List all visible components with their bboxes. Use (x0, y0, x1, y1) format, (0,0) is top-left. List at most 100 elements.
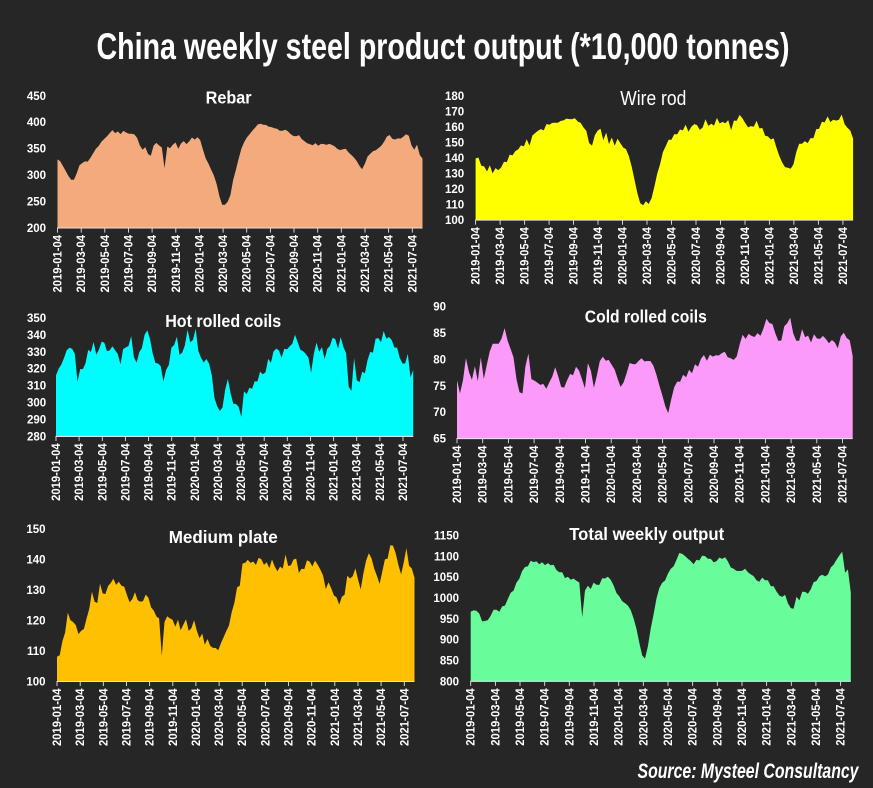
svg-text:2021-07-04: 2021-07-04 (399, 688, 411, 746)
svg-text:2019-07-04: 2019-07-04 (124, 234, 136, 292)
svg-text:2020-07-04: 2020-07-04 (265, 234, 277, 292)
svg-text:2019-07-04: 2019-07-04 (540, 688, 552, 746)
svg-text:120: 120 (445, 184, 464, 196)
svg-text:2020-09-04: 2020-09-04 (289, 234, 301, 292)
svg-text:110: 110 (27, 646, 46, 658)
svg-text:140: 140 (445, 153, 464, 165)
svg-text:2019-07-04: 2019-07-04 (529, 445, 541, 503)
svg-text:2021-07-04: 2021-07-04 (838, 227, 850, 285)
svg-text:2021-01-04: 2021-01-04 (329, 443, 341, 501)
svg-text:2021-01-04: 2021-01-04 (764, 227, 776, 285)
svg-text:Wire rod: Wire rod (620, 88, 686, 110)
svg-text:300: 300 (27, 170, 46, 182)
svg-text:2020-01-04: 2020-01-04 (191, 688, 203, 746)
svg-text:2020-09-04: 2020-09-04 (284, 688, 296, 746)
svg-text:2019-09-04: 2019-09-04 (145, 688, 157, 746)
svg-text:2021-03-04: 2021-03-04 (786, 688, 798, 746)
svg-text:900: 900 (440, 635, 459, 647)
svg-text:Rebar: Rebar (206, 87, 252, 107)
svg-text:180: 180 (445, 91, 464, 103)
svg-text:2019-01-04: 2019-01-04 (452, 445, 464, 503)
svg-text:170: 170 (445, 106, 464, 118)
svg-text:2020-03-04: 2020-03-04 (632, 445, 644, 503)
svg-text:100: 100 (445, 215, 464, 227)
svg-text:2019-03-04: 2019-03-04 (74, 443, 86, 501)
svg-text:2019-09-04: 2019-09-04 (147, 234, 159, 292)
svg-text:2021-07-04: 2021-07-04 (838, 445, 850, 503)
svg-text:2021-07-04: 2021-07-04 (407, 234, 419, 292)
svg-text:Hot rolled coils: Hot rolled coils (165, 311, 281, 331)
svg-text:2020-09-04: 2020-09-04 (709, 445, 721, 503)
svg-text:2019-05-04: 2019-05-04 (503, 445, 515, 503)
svg-text:450: 450 (27, 91, 46, 103)
svg-text:2019-11-04: 2019-11-04 (167, 443, 179, 501)
svg-text:2019-03-04: 2019-03-04 (490, 688, 502, 746)
svg-text:300: 300 (27, 398, 46, 410)
svg-text:110: 110 (446, 200, 465, 212)
svg-text:75: 75 (433, 381, 446, 393)
svg-text:1100: 1100 (434, 551, 459, 563)
svg-text:2019-01-04: 2019-01-04 (52, 688, 64, 746)
svg-text:2019-05-04: 2019-05-04 (100, 234, 112, 292)
svg-text:2019-07-04: 2019-07-04 (122, 688, 134, 746)
svg-text:1150: 1150 (434, 531, 459, 543)
svg-text:2020-05-04: 2020-05-04 (242, 234, 254, 292)
svg-text:2021-03-04: 2021-03-04 (352, 443, 364, 501)
svg-text:2020-11-04: 2020-11-04 (740, 227, 752, 285)
svg-text:China weekly steel product out: China weekly steel product output (*10,0… (97, 26, 790, 67)
svg-text:2021-05-04: 2021-05-04 (812, 445, 824, 503)
svg-text:2020-05-04: 2020-05-04 (237, 688, 249, 746)
svg-text:2020-03-04: 2020-03-04 (638, 688, 650, 746)
svg-text:320: 320 (27, 364, 46, 376)
svg-text:2020-11-04: 2020-11-04 (313, 234, 325, 292)
svg-text:2019-03-04: 2019-03-04 (478, 445, 490, 503)
svg-text:310: 310 (27, 381, 46, 393)
svg-text:130: 130 (445, 169, 464, 181)
svg-text:70: 70 (433, 407, 446, 419)
svg-text:2021-03-04: 2021-03-04 (789, 227, 801, 285)
svg-text:330: 330 (27, 347, 46, 359)
svg-text:2019-05-04: 2019-05-04 (520, 227, 532, 285)
svg-text:2020-07-04: 2020-07-04 (691, 227, 703, 285)
svg-text:120: 120 (26, 616, 45, 628)
svg-text:1050: 1050 (433, 572, 459, 584)
svg-text:2021-01-04: 2021-01-04 (330, 688, 342, 746)
svg-text:2020-05-04: 2020-05-04 (658, 445, 670, 503)
svg-text:Total weekly output: Total weekly output (569, 524, 724, 544)
svg-text:2020-07-04: 2020-07-04 (688, 688, 700, 746)
svg-text:1000: 1000 (433, 593, 459, 605)
svg-text:280: 280 (27, 431, 46, 443)
svg-text:Source: Mysteel Consultancy: Source: Mysteel Consultancy (638, 759, 860, 783)
svg-text:85: 85 (433, 328, 446, 340)
svg-text:2020-05-04: 2020-05-04 (236, 443, 248, 501)
svg-text:65: 65 (433, 434, 446, 446)
svg-text:2021-01-04: 2021-01-04 (336, 234, 348, 292)
svg-text:2021-05-04: 2021-05-04 (813, 227, 825, 285)
svg-text:90: 90 (433, 302, 446, 314)
svg-text:2019-09-04: 2019-09-04 (555, 445, 567, 503)
svg-text:800: 800 (440, 676, 459, 688)
svg-text:150: 150 (26, 524, 45, 536)
svg-text:2019-09-04: 2019-09-04 (564, 688, 576, 746)
svg-text:2019-01-04: 2019-01-04 (51, 443, 63, 501)
svg-text:2020-01-04: 2020-01-04 (606, 445, 618, 503)
svg-text:2020-11-04: 2020-11-04 (306, 443, 318, 501)
svg-text:2019-05-04: 2019-05-04 (515, 688, 527, 746)
svg-text:2020-09-04: 2020-09-04 (282, 443, 294, 501)
svg-text:2019-03-04: 2019-03-04 (495, 227, 507, 285)
svg-text:2020-11-04: 2020-11-04 (735, 445, 747, 503)
svg-text:250: 250 (27, 197, 46, 209)
svg-text:2019-11-04: 2019-11-04 (581, 445, 593, 503)
svg-text:2021-05-04: 2021-05-04 (811, 688, 823, 746)
svg-text:2021-01-04: 2021-01-04 (762, 688, 774, 746)
svg-text:2020-03-04: 2020-03-04 (642, 227, 654, 285)
svg-text:2020-07-04: 2020-07-04 (260, 688, 272, 746)
svg-text:160: 160 (445, 122, 464, 134)
svg-text:2019-01-04: 2019-01-04 (466, 688, 478, 746)
svg-text:350: 350 (27, 144, 46, 156)
svg-text:400: 400 (27, 117, 46, 129)
svg-text:340: 340 (27, 330, 46, 342)
svg-text:950: 950 (440, 614, 459, 626)
svg-text:2021-03-04: 2021-03-04 (360, 234, 372, 292)
svg-text:130: 130 (26, 585, 45, 597)
